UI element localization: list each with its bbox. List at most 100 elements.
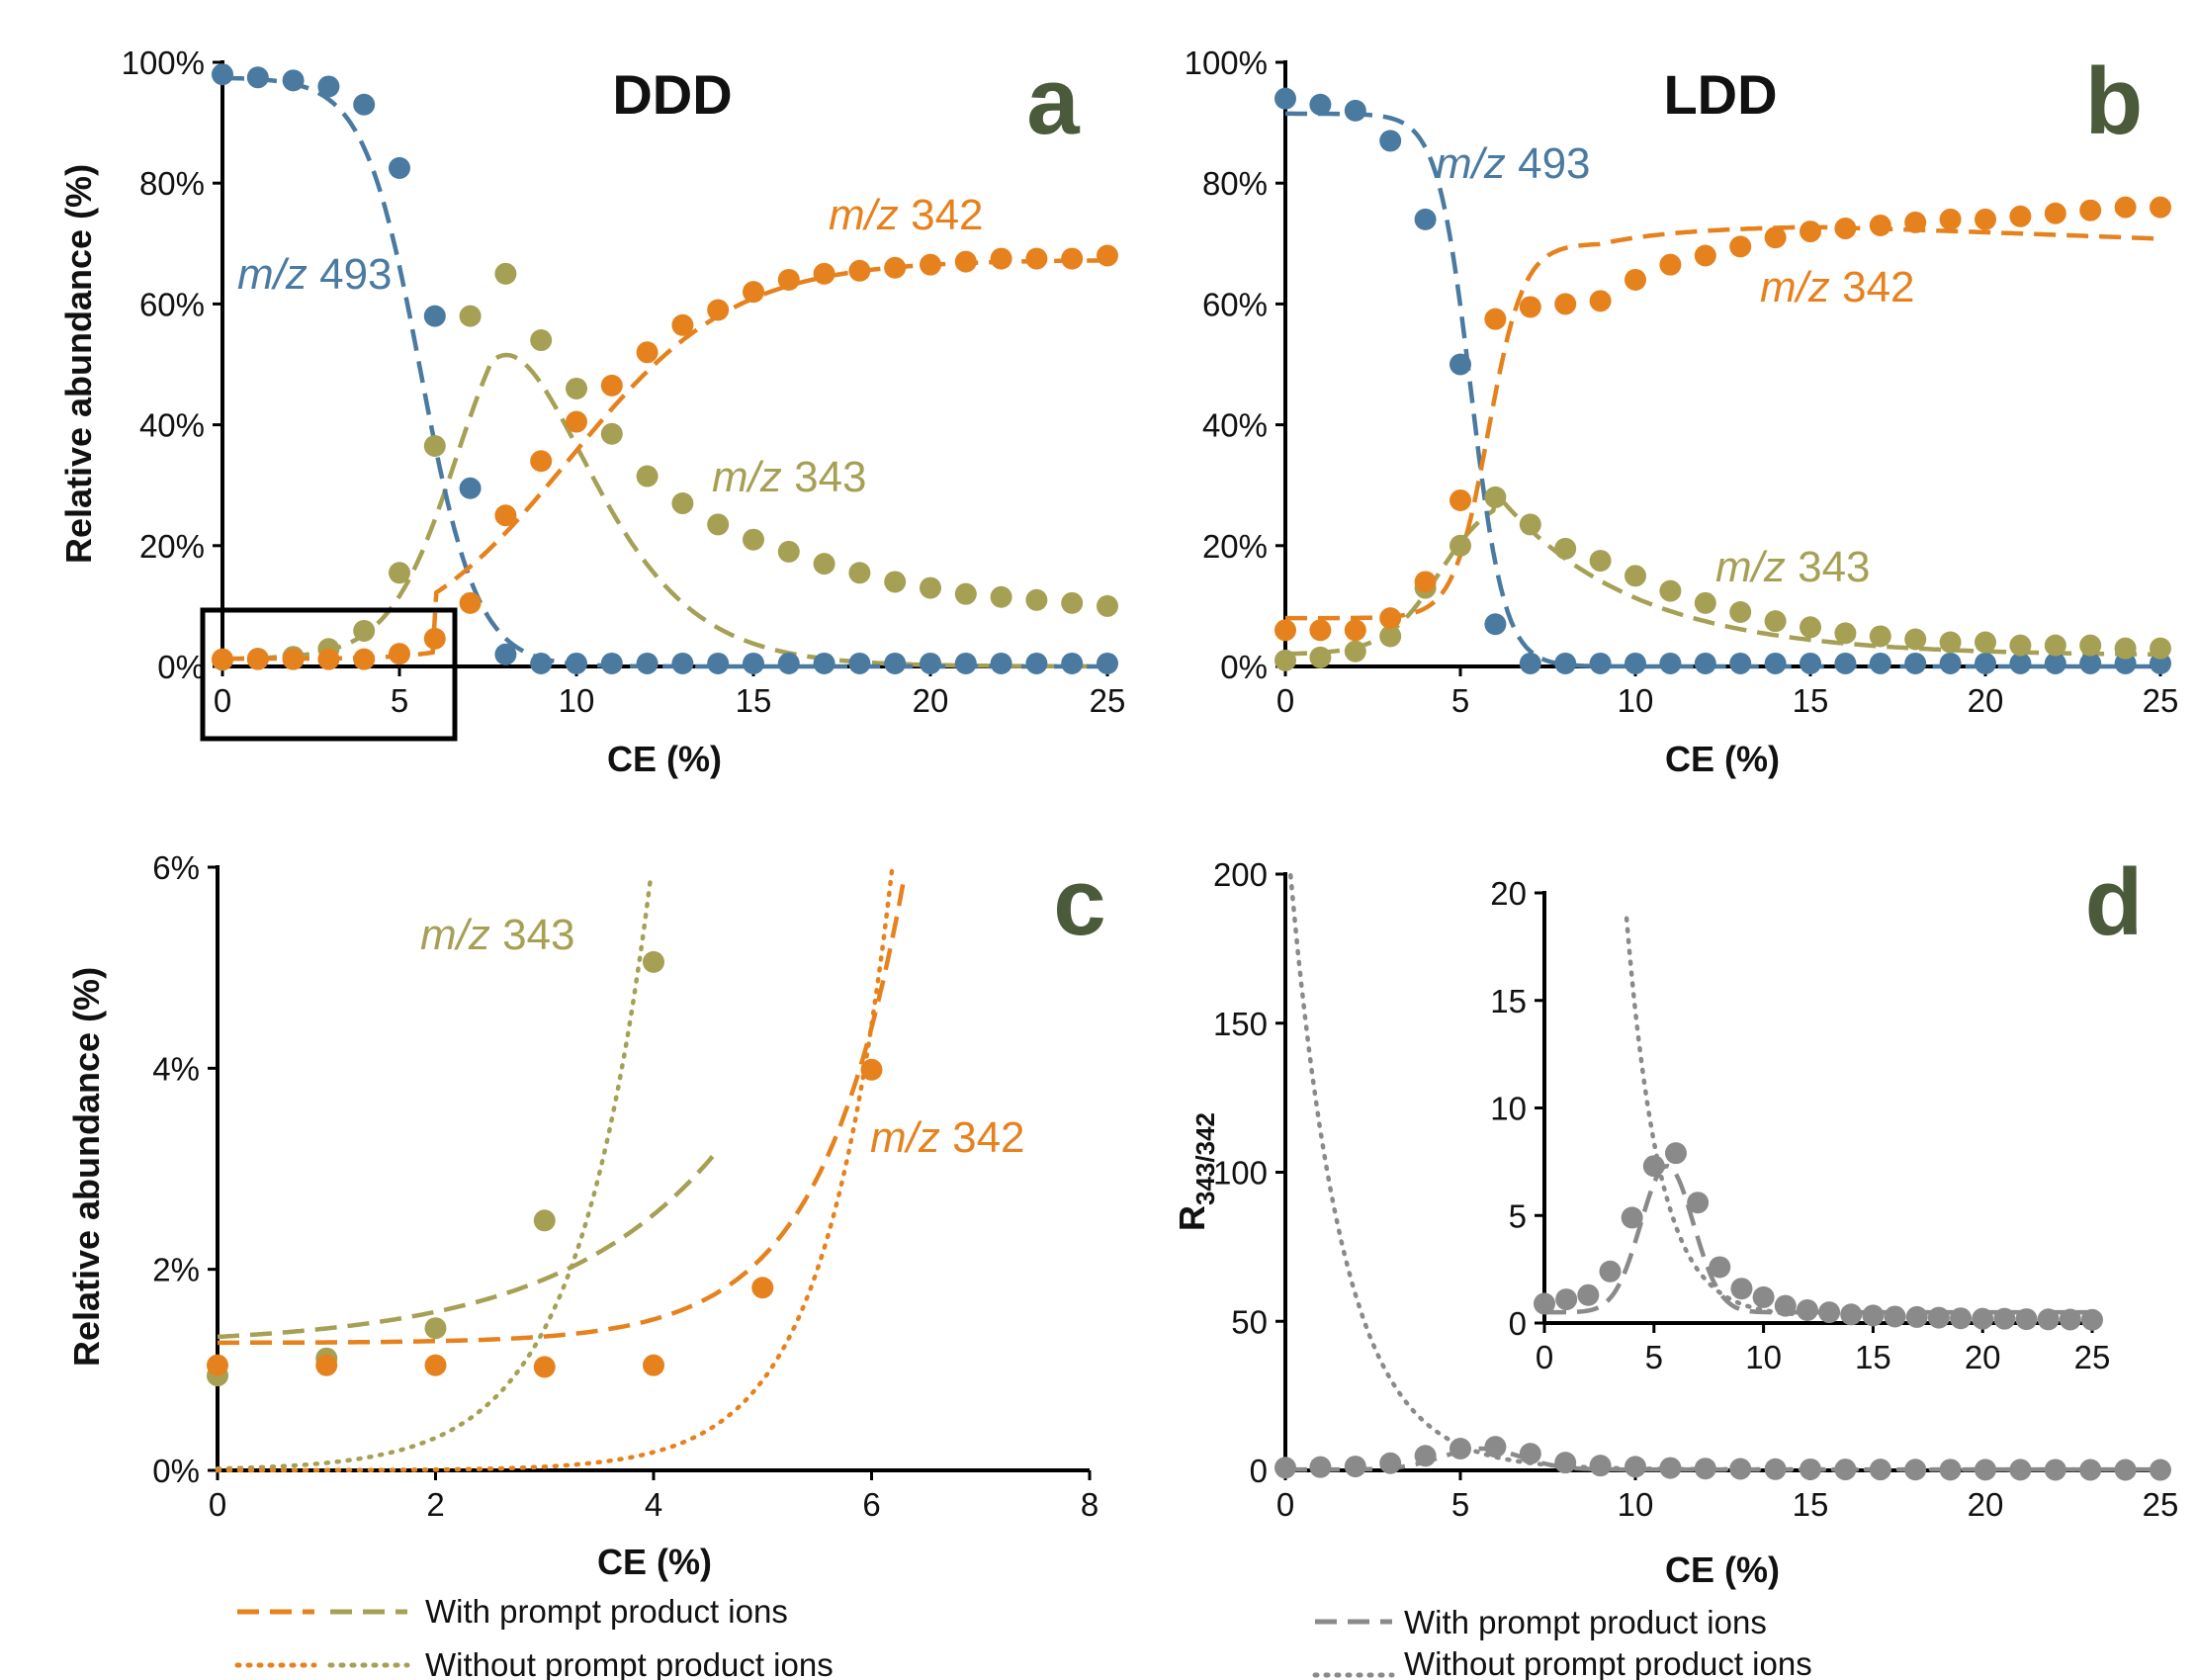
panel-a-point-mz343 [389, 562, 410, 584]
panel-c-letter: c [1053, 849, 1105, 955]
panel-a-point-mz493 [212, 63, 233, 86]
panel-d-x-tick-label: 15 [1793, 1486, 1829, 1523]
panel-b-point-mz343 [1625, 565, 1646, 587]
legend-c-with-prompt-label: With prompt product ions [425, 1593, 788, 1630]
panel-b-fit-mz342 [1285, 224, 2161, 621]
panel-b-point-mz342 [1729, 235, 1752, 258]
panel-d-inset-point [1862, 1304, 1885, 1327]
panel-b-label-mz342: m/z 342 [1760, 263, 1915, 311]
panel-b-point-mz493 [1414, 208, 1437, 230]
panel-b-point-mz343 [1449, 534, 1471, 557]
panel-b-point-mz343 [1869, 625, 1891, 648]
panel-b-point-mz342 [1694, 244, 1716, 267]
panel-b-point-mz343 [1309, 646, 1332, 668]
panel-a-point-mz493 [246, 66, 269, 89]
panel-a-y-tick-label: 100% [122, 44, 205, 81]
panel-b-point-mz343 [1274, 649, 1296, 671]
panel-c-x-axis-title: CE (%) [597, 1542, 712, 1582]
panel-a-x-axis-title: CE (%) [607, 739, 722, 779]
panel-d-point [1800, 1458, 1821, 1480]
panel-d-point [1834, 1459, 1857, 1481]
panel-d-point [1939, 1459, 1962, 1481]
panel-b-point-mz343 [1764, 610, 1787, 633]
panel-b-point-mz493 [2079, 652, 2102, 674]
panel-b-point-mz343 [1519, 513, 1541, 536]
panel-d-inset-point [1730, 1278, 1753, 1300]
panel-a-point-mz342 [212, 648, 233, 670]
panel-a-point-mz343 [990, 585, 1012, 608]
panel-a-point-mz343 [743, 528, 764, 551]
panel-c-point-mz343 [533, 1209, 556, 1232]
panel-a-point-mz343 [600, 422, 623, 445]
panel-c-fit-mz342-without-prompt [215, 867, 895, 1473]
panel-d-inset-y-tick-label: 10 [1490, 1091, 1527, 1127]
legend-c-without-prompt-label: Without prompt product ions [425, 1646, 834, 1680]
panel-b-point-mz343 [1975, 631, 1996, 654]
panel-b-point-mz342 [1379, 607, 1402, 630]
panel-a-point-mz493 [848, 652, 871, 674]
panel-a-point-mz342 [707, 299, 730, 321]
panel-b-y-tick-label: 80% [1202, 165, 1268, 202]
panel-d-point [1659, 1457, 1682, 1479]
panel-c-label-mz342: m/z 342 [870, 1113, 1025, 1162]
panel-a-point-mz343 [1025, 588, 1048, 611]
panel-b-y-tick-label: 60% [1202, 286, 1268, 322]
panel-b-point-mz343 [1834, 622, 1857, 645]
panel-d-y-tick-label: 150 [1213, 1006, 1268, 1042]
panel-c-point-mz342 [424, 1354, 447, 1376]
panel-b-point-mz343 [1729, 601, 1752, 624]
panel-d-inset-point [2015, 1308, 2038, 1331]
panel-b-point-mz493 [1484, 613, 1507, 636]
panel-a-point-mz493 [317, 75, 340, 98]
panel-a-point-mz493 [813, 652, 835, 674]
panel-c-point-mz342 [315, 1354, 338, 1376]
panel-d-point [1309, 1456, 1332, 1478]
panel-a-label-mz342: m/z 342 [829, 191, 984, 239]
panel-b-x-tick-label: 15 [1793, 682, 1829, 719]
panel-d-y-axis-title: R343/342 [1172, 1112, 1220, 1231]
panel-c-x-tick-label: 4 [645, 1486, 662, 1523]
panel-b-point-mz493 [2009, 652, 2032, 674]
panel-b-point-mz493 [1554, 652, 1577, 674]
panel-a-point-mz343 [494, 262, 517, 285]
panel-a-y-axis-title: Relative abundance (%) [58, 164, 99, 564]
panel-c-point-mz343 [643, 950, 664, 973]
panel-a-point-mz493 [920, 652, 941, 674]
panel-d-inset-y-tick-label: 20 [1490, 875, 1527, 912]
panel-a-point-mz342 [600, 374, 623, 397]
panel-a-x-tick-label: 0 [214, 682, 231, 719]
panel-d-inset-point [1884, 1305, 1906, 1328]
panel-d-y-tick-label: 0 [1250, 1453, 1268, 1489]
panel-a-point-mz493 [884, 652, 907, 674]
panel-b-point-mz493 [1379, 130, 1402, 152]
panel-a-point-mz493 [743, 652, 764, 674]
panel-a-point-mz342 [1097, 244, 1118, 267]
panel-d-inset-x-tick-label: 20 [1965, 1339, 2001, 1375]
panel-d-inset-y-tick-label: 0 [1509, 1305, 1527, 1342]
panel-b-point-mz343 [1800, 616, 1821, 639]
panel-c-point-mz342 [860, 1058, 883, 1081]
panel-a-point-mz343 [1097, 594, 1118, 617]
panel-d-x-tick-label: 5 [1451, 1486, 1469, 1523]
panel-b-y-tick-label: 40% [1202, 407, 1268, 444]
panel-d-inset-point [1774, 1294, 1797, 1317]
panel-b-point-mz493 [2114, 652, 2137, 674]
panel-b-point-mz493 [1834, 652, 1857, 674]
panel-b-point-mz342 [1554, 293, 1577, 315]
panel-b-y-tick-label: 20% [1202, 528, 1268, 565]
panel-d-inset-point [2081, 1308, 2103, 1331]
panel-a-point-mz493 [459, 477, 482, 499]
panel-b-point-mz342 [2009, 205, 2032, 227]
panel-d-inset-point [1664, 1142, 1687, 1165]
panel-d-x-tick-label: 0 [1276, 1486, 1294, 1523]
panel-a-point-mz342 [246, 648, 269, 670]
panel-a-point-mz493 [1061, 652, 1084, 674]
panel-d-point [1414, 1445, 1437, 1467]
panel-a-x-tick-label: 10 [559, 682, 595, 719]
panel-d-inset-point [1577, 1283, 1600, 1306]
panel-a-point-mz342 [636, 341, 659, 364]
panel-b-label-mz493: m/z 493 [1436, 139, 1591, 188]
panel-a-x-tick-label: 15 [736, 682, 772, 719]
